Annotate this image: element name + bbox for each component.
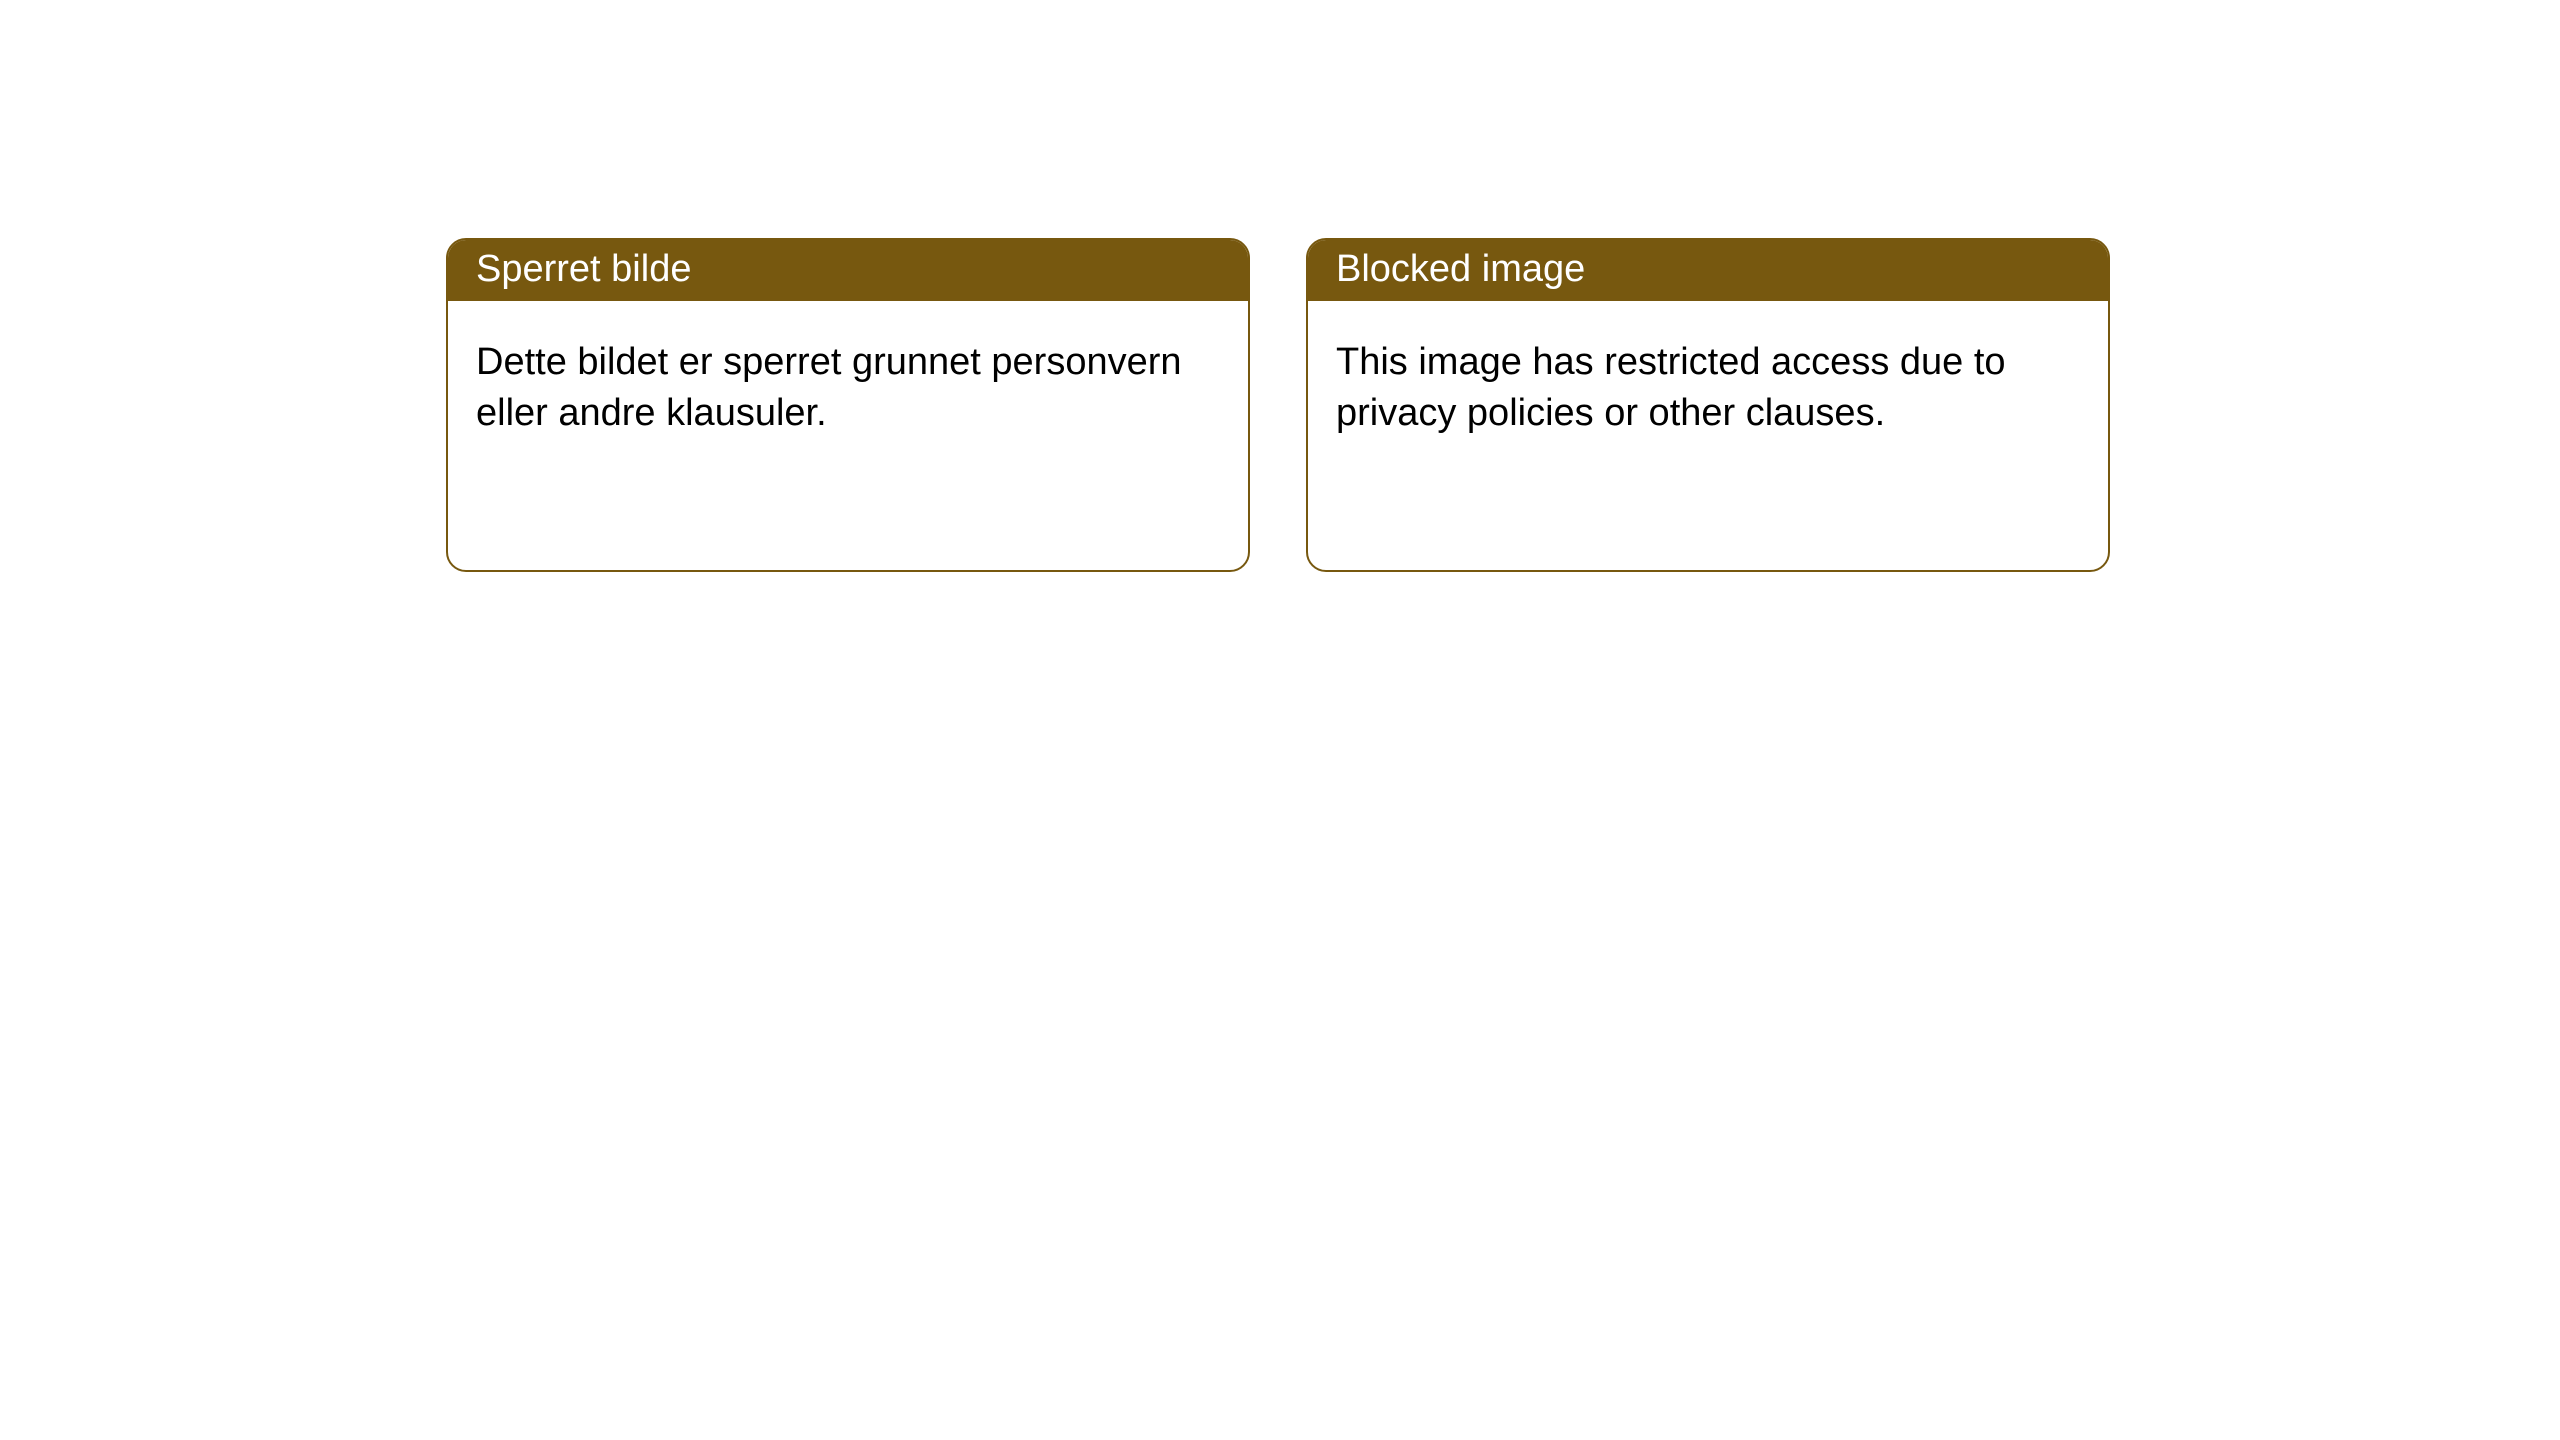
notice-card-english: Blocked image This image has restricted …: [1306, 238, 2110, 572]
notice-card-norwegian: Sperret bilde Dette bildet er sperret gr…: [446, 238, 1250, 572]
notice-body: This image has restricted access due to …: [1308, 301, 2108, 476]
notice-container: Sperret bilde Dette bildet er sperret gr…: [0, 0, 2560, 572]
notice-title: Sperret bilde: [448, 240, 1248, 301]
notice-title: Blocked image: [1308, 240, 2108, 301]
notice-body: Dette bildet er sperret grunnet personve…: [448, 301, 1248, 476]
